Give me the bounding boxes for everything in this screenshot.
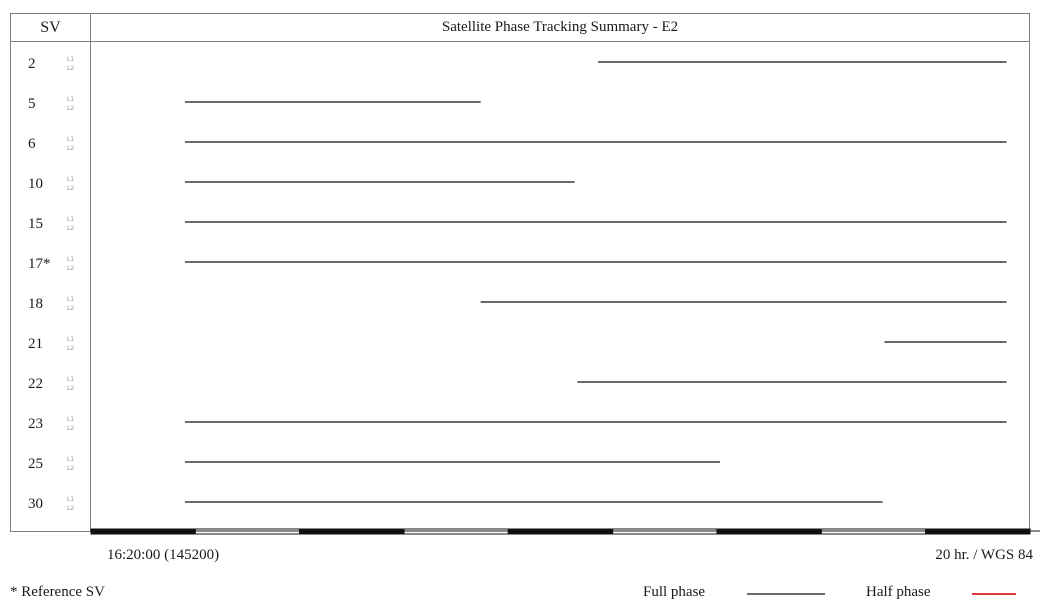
channel-label: L1 (67, 176, 74, 183)
sv-label: 18 (28, 296, 43, 312)
channel-label: L1 (67, 96, 74, 103)
sv-label: 25 (28, 456, 43, 472)
channel-label: L2 (67, 225, 74, 232)
legend-half-phase-label: Half phase (866, 584, 931, 600)
sv-column-divider (90, 14, 91, 531)
legend-full-phase-label: Full phase (643, 584, 706, 600)
sv-label: 23 (28, 416, 43, 432)
chart-title: Satellite Phase Tracking Summary - E2 (441, 19, 679, 35)
channel-label: L1 (67, 136, 74, 143)
start-time-label: 16:20:00 (145200) (107, 547, 220, 563)
channel-label: L2 (67, 265, 74, 272)
channel-label: L2 (67, 305, 74, 312)
sv-label: 15 (28, 216, 43, 232)
channel-label: L2 (67, 345, 74, 352)
sv-label: 6 (28, 136, 36, 152)
legend-half-phase-swatch (972, 593, 1016, 595)
channel-label: L2 (67, 105, 74, 112)
channel-label: L1 (67, 496, 74, 503)
channel-label: L1 (67, 456, 74, 463)
sv-label: 17* (28, 256, 51, 272)
sv-label: 30 (28, 496, 43, 512)
channel-label: L1 (67, 216, 74, 223)
reference-sv-footnote: * Reference SV (10, 584, 105, 600)
sv-label: 21 (28, 336, 43, 352)
sv-label: 10 (28, 176, 43, 192)
sv-label: 2 (28, 56, 36, 72)
channel-label: L2 (67, 65, 74, 72)
sv-column-header: SV (40, 18, 61, 36)
channel-label: L2 (67, 145, 74, 152)
channel-label: L2 (67, 185, 74, 192)
channel-label: L1 (67, 376, 74, 383)
channel-label: L1 (67, 416, 74, 423)
channel-label: L2 (67, 425, 74, 432)
header-divider (11, 41, 1029, 42)
channel-label: L1 (67, 296, 74, 303)
legend-full-phase-swatch (747, 593, 825, 595)
channel-label: L1 (67, 336, 74, 343)
channel-label: L1 (67, 56, 74, 63)
sv-label: 5 (28, 96, 36, 112)
channel-label: L2 (67, 505, 74, 512)
sv-label: 22 (28, 376, 43, 392)
channel-label: L1 (67, 256, 74, 263)
channel-label: L2 (67, 385, 74, 392)
end-time-label: 20 hr. / WGS 84 (935, 547, 1033, 563)
channel-label: L2 (67, 465, 74, 472)
